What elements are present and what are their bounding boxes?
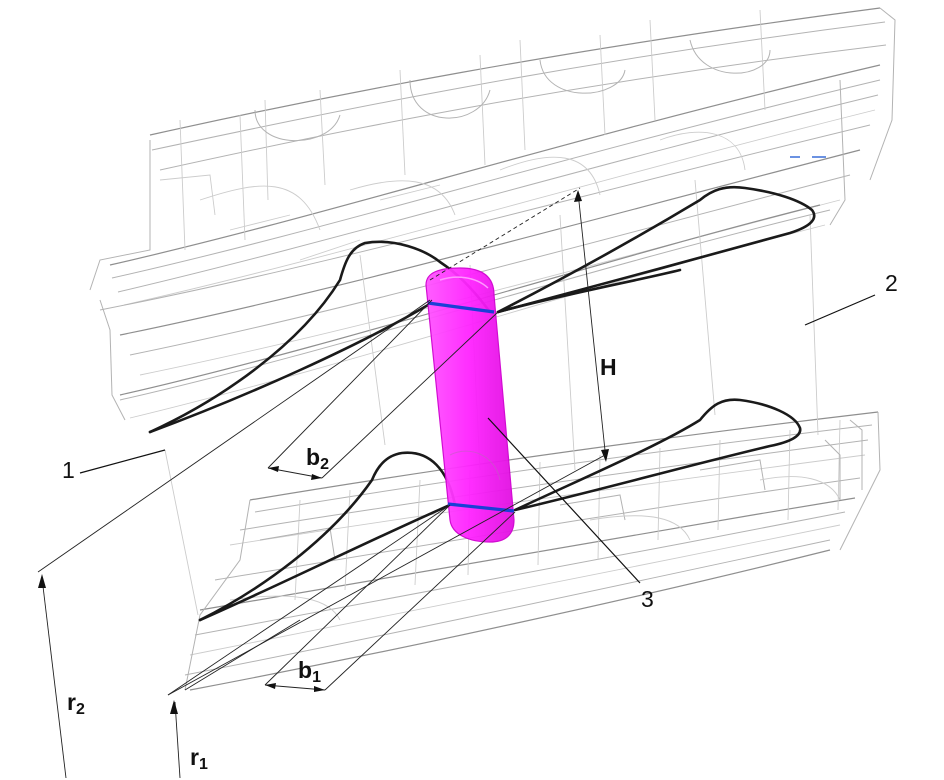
label-part-3: 3 (641, 586, 654, 612)
leader-part-2 (804, 294, 876, 326)
leader-part-3 (487, 417, 641, 584)
label-r2: r2 (67, 689, 85, 718)
height-dimension-line (577, 191, 607, 461)
lower-shroud-wireframe (184, 411, 881, 691)
leader-part-1 (79, 449, 166, 474)
upper-section-edge (427, 301, 495, 314)
insert-part-3 (425, 267, 515, 543)
label-part-2: 2 (885, 270, 898, 296)
label-b1: b1 (298, 657, 321, 686)
label-r1: r1 (190, 744, 208, 773)
label-part-1: 1 (62, 457, 75, 483)
dimension-lines (37, 187, 609, 779)
leader-lines (79, 294, 876, 584)
lower-section-edge (447, 502, 515, 513)
lower-blade-profiles (198, 398, 802, 622)
label-b2: b2 (306, 444, 329, 473)
label-height-h: H (600, 354, 617, 380)
